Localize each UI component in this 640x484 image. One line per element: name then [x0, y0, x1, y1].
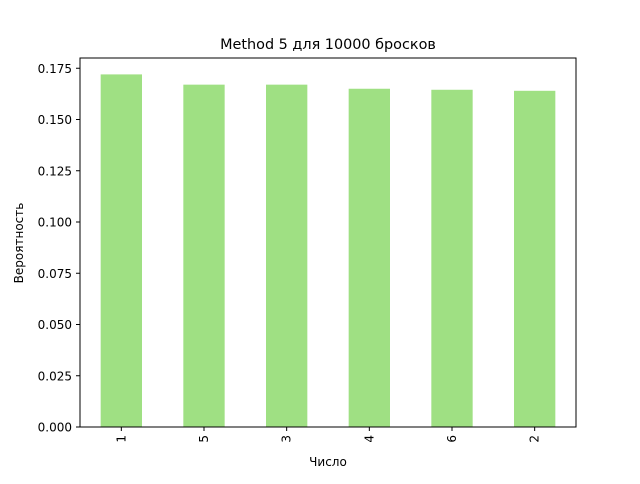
y-tick-label-1: 0.025 [38, 369, 72, 383]
y-axis: 0.000 0.025 0.050 0.075 0.100 0.125 0.150 0.175 [38, 62, 80, 435]
bars-layer [100, 74, 556, 428]
y-tick-label-0: 0.000 [38, 421, 72, 435]
chart-title: Method 5 для 10000 бросков [220, 37, 436, 53]
x-tick-label-6: 6 [445, 435, 459, 443]
y-tick-label-3: 0.075 [38, 267, 72, 281]
bar-1 [100, 74, 142, 428]
bar-3 [266, 84, 308, 428]
x-axis-label: Число [309, 455, 347, 469]
x-tick-label-5: 5 [197, 435, 211, 443]
bar-4 [348, 88, 390, 427]
bar-5 [183, 84, 225, 428]
bar-6 [431, 89, 473, 428]
x-axis: 1 5 3 4 6 2 [114, 427, 542, 443]
y-tick-label-6: 0.150 [38, 113, 72, 127]
x-tick-label-1: 1 [114, 435, 128, 443]
y-tick-label-4: 0.100 [38, 216, 72, 230]
y-tick-label-5: 0.125 [38, 164, 72, 178]
x-tick-label-3: 3 [280, 435, 294, 443]
y-tick-label-7: 0.175 [38, 62, 72, 76]
plot-frame [79, 57, 577, 428]
x-tick-label-4: 4 [362, 435, 376, 443]
y-axis-label: Вероятность [12, 203, 26, 284]
y-tick-label-2: 0.050 [38, 318, 72, 332]
bar-2 [514, 90, 556, 428]
x-tick-label-2: 2 [528, 435, 542, 443]
